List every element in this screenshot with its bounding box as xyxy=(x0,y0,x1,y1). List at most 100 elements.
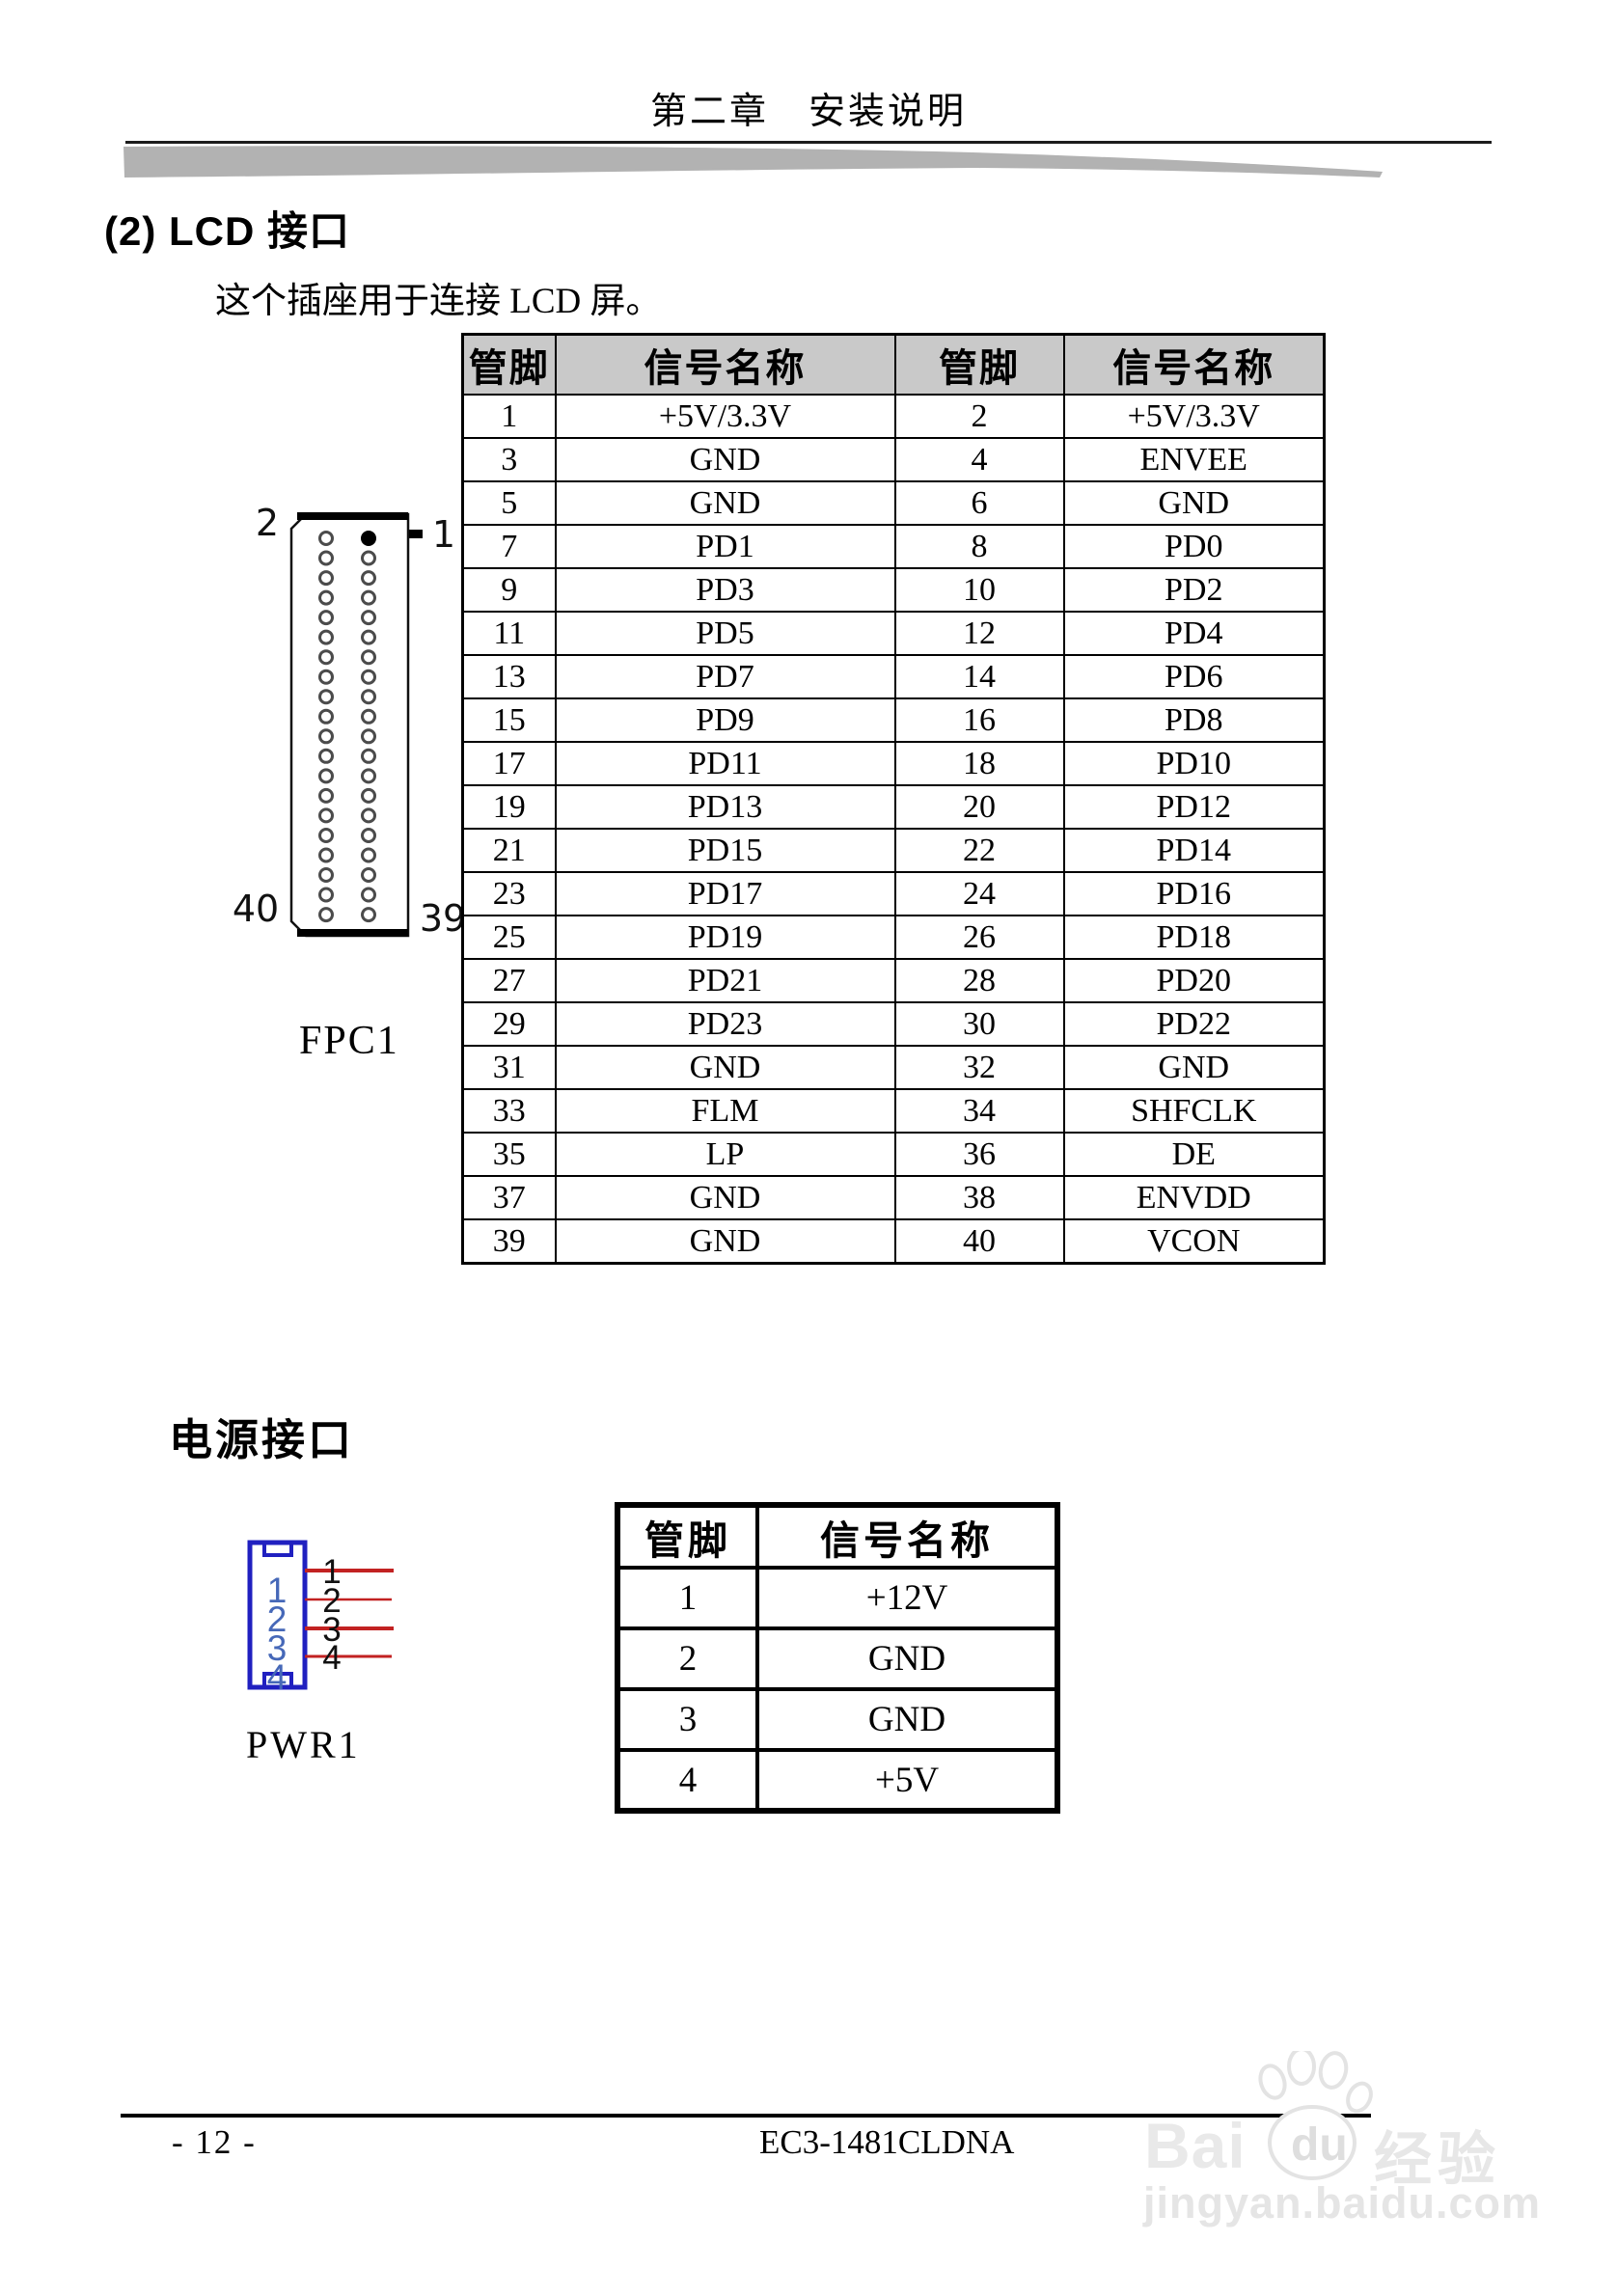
lcd-section-heading: (2) LCD 接口 xyxy=(104,208,350,254)
signal-name-cell: PD21 xyxy=(554,957,896,1003)
table-row: 35 LP 36 DE xyxy=(461,1131,1326,1177)
table-row: 19 PD13 20 PD12 xyxy=(461,783,1326,830)
column-header-signal: 信号名称 xyxy=(755,1503,1059,1570)
pin-number-cell: 16 xyxy=(893,697,1065,743)
signal-name-cell: ENVEE xyxy=(1062,436,1326,482)
pin-circle xyxy=(361,768,376,784)
pin-number-cell: 39 xyxy=(461,1217,557,1264)
power-pinout-table: 管脚 信号名称 1 +12V 2 GND 3 GND 4 +5V xyxy=(615,1502,1060,1814)
signal-name-cell: SHFCLK xyxy=(1062,1087,1326,1134)
pin-circle xyxy=(318,689,334,705)
pin-number-cell: 3 xyxy=(616,1687,759,1752)
pwr1-pin-label-1: 1 xyxy=(267,1571,288,1610)
pin-circle xyxy=(318,728,334,745)
fpc1-corner-label-2: 2 xyxy=(256,502,279,544)
table-row: 37 GND 38 ENVDD xyxy=(461,1174,1326,1220)
pin-number-cell: 28 xyxy=(893,957,1065,1003)
column-header-pin: 管脚 xyxy=(461,333,557,396)
pin-number-cell: 38 xyxy=(893,1174,1065,1220)
pin-number-cell: 5 xyxy=(461,479,557,526)
signal-name-cell: PD7 xyxy=(554,653,896,699)
pin-1-circle xyxy=(361,531,376,546)
table-row: 13 PD7 14 PD6 xyxy=(461,653,1326,699)
pwr1-pin-label-2: 2 xyxy=(267,1599,288,1639)
pin-number-cell: 36 xyxy=(893,1131,1065,1177)
pin-number-cell: 1 xyxy=(461,393,557,439)
signal-name-cell: FLM xyxy=(554,1087,896,1134)
lcd-table-body: 1 +5V/3.3V 2 +5V/3.3V 3 GND 4 ENVEE 5 GND 6 GND 7 PD1… xyxy=(461,393,1326,1264)
header-rule xyxy=(125,141,1492,144)
table-row: 29 PD23 30 PD22 xyxy=(461,1000,1326,1047)
pin-circle xyxy=(361,550,376,566)
pin-number-cell: 15 xyxy=(461,697,557,743)
pin-number-cell: 13 xyxy=(461,653,557,699)
signal-name-cell: PD3 xyxy=(554,566,896,613)
pin-circle xyxy=(361,708,376,724)
column-header-pin: 管脚 xyxy=(616,1503,759,1570)
pin-number-cell: 29 xyxy=(461,1000,557,1047)
pin-number-cell: 9 xyxy=(461,566,557,613)
signal-name-cell: PD15 xyxy=(554,827,896,873)
table-row: 39 GND 40 VCON xyxy=(461,1217,1326,1264)
pin-number-cell: 33 xyxy=(461,1087,557,1134)
pin-circle xyxy=(361,669,376,685)
pin-number-cell: 2 xyxy=(616,1626,759,1691)
table-row: 1 +12V xyxy=(616,1566,1059,1630)
table-row: 3 GND xyxy=(616,1687,1059,1752)
fpc1-body-outline xyxy=(289,512,410,938)
watermark-suffix-text: 经验 xyxy=(1374,2127,1501,2192)
baidu-paw-icon xyxy=(1258,2051,1373,2180)
fpc1-bottom-bar xyxy=(297,929,408,937)
signal-name-cell: PD13 xyxy=(554,783,896,830)
signal-name-cell: PD11 xyxy=(554,740,896,786)
pin-number-cell: 40 xyxy=(893,1217,1065,1264)
pin-number-cell: 34 xyxy=(893,1087,1065,1134)
signal-name-cell: +5V xyxy=(755,1748,1059,1813)
table-row: 11 PD5 12 PD4 xyxy=(461,610,1326,656)
pin-number-cell: 26 xyxy=(893,914,1065,960)
pin-circle xyxy=(361,828,376,843)
pin-circle xyxy=(318,610,334,626)
fpc1-corner-label-1: 1 xyxy=(432,513,455,556)
pin-number-cell: 7 xyxy=(461,523,557,569)
watermark-du-text: du xyxy=(1291,2119,1348,2171)
signal-name-cell: PD22 xyxy=(1062,1000,1326,1047)
signal-name-cell: PD19 xyxy=(554,914,896,960)
pin-number-cell: 6 xyxy=(893,479,1065,526)
pin-circle xyxy=(361,570,376,587)
column-header-signal: 信号名称 xyxy=(1062,333,1326,396)
table-row: 27 PD21 28 PD20 xyxy=(461,957,1326,1003)
pin-circle xyxy=(318,907,334,923)
pin-number-cell: 17 xyxy=(461,740,557,786)
pin-circle xyxy=(361,629,376,645)
pin-circle xyxy=(361,610,376,626)
signal-name-cell: PD16 xyxy=(1062,870,1326,916)
table-row: 1 +5V/3.3V 2 +5V/3.3V xyxy=(461,393,1326,439)
pin-circle xyxy=(361,787,376,804)
table-row: 21 PD15 22 PD14 xyxy=(461,827,1326,873)
power-table-header-row: 管脚 信号名称 xyxy=(616,1503,1059,1570)
table-row: 31 GND 32 GND xyxy=(461,1044,1326,1090)
pin-number-cell: 37 xyxy=(461,1174,557,1220)
table-row: 4 +5V xyxy=(616,1748,1059,1813)
pwr1-connector-diagram: 1 2 3 4 1 2 3 4 xyxy=(247,1540,394,1697)
pin-number-cell: 14 xyxy=(893,653,1065,699)
signal-name-cell: PD17 xyxy=(554,870,896,916)
pin-circle xyxy=(318,787,334,804)
table-row: 5 GND 6 GND xyxy=(461,479,1326,526)
pin-number-cell: 18 xyxy=(893,740,1065,786)
table-row: 3 GND 4 ENVEE xyxy=(461,436,1326,482)
pin-circle xyxy=(318,531,334,546)
pin-number-cell: 10 xyxy=(893,566,1065,613)
pin-number-cell: 2 xyxy=(893,393,1065,439)
signal-name-cell: LP xyxy=(554,1131,896,1177)
pin-number-cell: 23 xyxy=(461,870,557,916)
chapter-title: 第二章 安装说明 xyxy=(649,92,967,132)
table-row: 15 PD9 16 PD8 xyxy=(461,697,1326,743)
pin-circle xyxy=(361,728,376,745)
wire-label-4: 4 xyxy=(322,1639,341,1677)
fpc1-connector-diagram: 2 1 40 39 xyxy=(233,502,466,940)
fpc1-label: FPC1 xyxy=(299,1019,399,1063)
pin-number-cell: 22 xyxy=(893,827,1065,873)
pin-number-cell: 1 xyxy=(616,1566,759,1630)
